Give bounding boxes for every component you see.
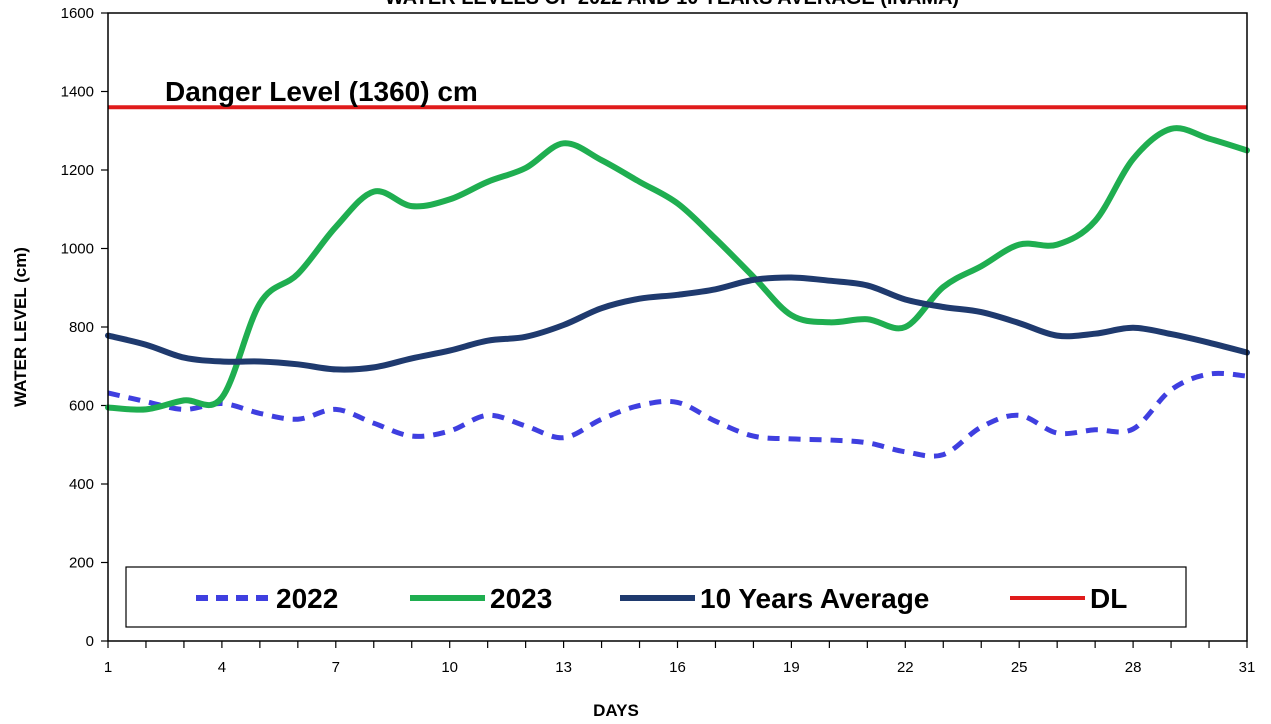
series-line-2022	[107, 370, 1248, 459]
y-tick-label: 200	[69, 555, 94, 572]
series-line-2023	[105, 125, 1250, 413]
legend-label-2023: 2023	[490, 583, 552, 614]
danger-level-annotation: Danger Level (1360) cm	[165, 76, 478, 107]
series-line-10-years-average	[105, 274, 1250, 373]
x-tick-label: 1	[104, 659, 112, 676]
x-tick-label: 25	[1011, 659, 1028, 676]
legend-label-2022: 2022	[276, 583, 338, 614]
x-tick-label: 10	[441, 659, 458, 676]
y-tick-label: 1600	[61, 5, 94, 22]
plot-area-frame	[107, 12, 1248, 642]
x-tick-label: 13	[555, 659, 572, 676]
x-tick-label: 22	[897, 659, 914, 676]
y-axis-ticks: 0 200 400 600 800 1000 1200 1400 1600	[61, 5, 108, 650]
legend-label-dl: DL	[1090, 583, 1127, 614]
y-tick-label: 800	[69, 319, 94, 336]
x-tick-label: 16	[669, 659, 686, 676]
y-tick-label: 600	[69, 398, 94, 415]
legend-label-10-years-average: 10 Years Average	[700, 583, 929, 614]
y-tick-label: 0	[86, 633, 94, 650]
x-axis-ticks: 1 4 7 10 13 16 19 22 25 28 31	[104, 641, 1256, 676]
y-tick-label: 1200	[61, 162, 94, 179]
y-tick-label: 400	[69, 476, 94, 493]
x-tick-label: 28	[1125, 659, 1142, 676]
series-lines	[105, 105, 1250, 459]
chart-title: WATER LEVELS OF 2022 AND 10 YEARS AVERAG…	[385, 0, 959, 9]
x-tick-label: 19	[783, 659, 800, 676]
y-axis-title: WATER LEVEL (cm)	[11, 247, 30, 407]
x-tick-label: 4	[218, 659, 226, 676]
x-tick-label: 7	[332, 659, 340, 676]
x-tick-label: 31	[1239, 659, 1256, 676]
y-tick-label: 1400	[61, 84, 94, 101]
x-axis-title: DAYS	[593, 701, 639, 720]
y-tick-label: 1000	[61, 241, 94, 258]
chart-legend: 2022 2023 10 Years Average DL	[125, 566, 1187, 628]
